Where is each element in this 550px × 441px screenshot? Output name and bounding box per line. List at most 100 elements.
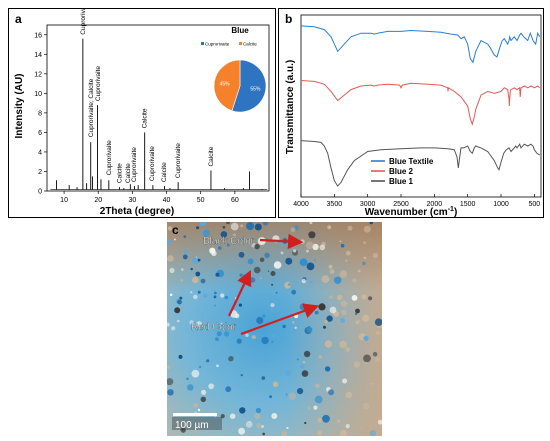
- pigment-particle: [225, 386, 232, 393]
- pigment-particle: [337, 419, 341, 423]
- pigment-particle: [216, 331, 222, 337]
- panel-b-ftir: b 4000 3500 3000 2500 2000 1500 1000 500 Blue T…: [278, 8, 544, 218]
- pigment-particle: [271, 333, 277, 339]
- pigment-particle: [301, 278, 306, 284]
- pigment-particle: [363, 225, 371, 233]
- pigment-particle: [193, 294, 198, 300]
- pigment-particle: [336, 294, 343, 301]
- panel-b-letter: b: [285, 12, 292, 26]
- pigment-particle: [372, 252, 378, 259]
- pigment-particle: [317, 430, 323, 436]
- pigment-particle: [288, 392, 296, 400]
- pigment-particle: [203, 293, 208, 298]
- xrd-y-tick-label: 14: [34, 52, 42, 59]
- pigment-particle: [279, 311, 282, 314]
- pigment-particle: [294, 326, 297, 329]
- pigment-particle: [285, 393, 288, 396]
- pigment-particle: [211, 250, 217, 257]
- pigment-particle: [288, 283, 291, 286]
- pigment-particle: [345, 347, 351, 352]
- pigment-particle: [290, 227, 296, 233]
- pigment-particle: [314, 310, 319, 315]
- pigment-particle: [248, 421, 251, 423]
- xrd-y-tick-label: 16: [34, 32, 42, 39]
- pigment-particle: [255, 407, 262, 414]
- pigment-particle: [341, 309, 347, 316]
- pigment-particle: [261, 355, 269, 363]
- pigment-particle: [270, 271, 276, 276]
- pigment-particle: [186, 377, 189, 381]
- xrd-y-axis-label: Intensity (AU): [14, 74, 25, 139]
- pigment-particle: [246, 222, 255, 231]
- xrd-y-tick-label: 4: [38, 149, 42, 156]
- pigment-particle: [291, 289, 297, 295]
- xrd-y-tick-label: 8: [38, 110, 42, 117]
- pigment-particle: [329, 306, 337, 314]
- pigment-particle: [363, 402, 370, 410]
- arrow-black-color: [259, 233, 304, 250]
- pigment-particle: [368, 296, 373, 301]
- pigment-particle: [329, 295, 333, 299]
- xrd-x-tick-label: 10: [60, 197, 68, 204]
- pigment-particle: [326, 315, 333, 322]
- pigment-particle: [272, 278, 276, 282]
- pigment-particle: [269, 395, 272, 399]
- ftir-x-tick-label: 3500: [327, 201, 343, 208]
- pigment-particle: [238, 251, 245, 258]
- pigment-particle: [220, 322, 223, 325]
- xrd-x-tick-label: 50: [197, 197, 205, 204]
- pigment-particle: [352, 278, 357, 283]
- xrd-peak-annotation: Calcite: [116, 163, 123, 183]
- pigment-particle: [177, 299, 182, 305]
- pigment-particle: [167, 389, 174, 396]
- pigment-particle: [183, 250, 188, 255]
- pigment-particle: [362, 314, 370, 322]
- xrd-axes: 10 20 30 40 50 60 0 2 4 6 8 10 12 14 16: [34, 24, 270, 204]
- pigment-particle: [180, 278, 184, 282]
- pie-slice: [213, 59, 241, 112]
- pigment-particle: [361, 294, 367, 300]
- pigment-particle: [267, 270, 270, 273]
- pigment-particle: [305, 249, 309, 253]
- pigment-particle: [183, 235, 187, 238]
- pigment-particle: [309, 221, 313, 225]
- pigment-particle: [353, 361, 360, 368]
- pigment-particle: [271, 340, 274, 344]
- scale-bar-label: 100 µm: [175, 420, 209, 431]
- ftir-chart: b 4000 3500 3000 2500 2000 1500 1000 500 Blue T…: [285, 12, 542, 218]
- xrd-x-tick-label: 20: [94, 197, 102, 204]
- pigment-particle: [340, 300, 348, 308]
- pigment-particle: [306, 262, 315, 271]
- pigment-particle: [323, 325, 326, 329]
- pigment-particle: [281, 431, 287, 437]
- pigment-particle: [240, 374, 243, 377]
- pigment-particle: [342, 378, 348, 384]
- pigment-particle: [363, 335, 369, 341]
- pigment-particle: [220, 231, 228, 238]
- pigment-particle: [269, 307, 275, 312]
- pigment-particle: [292, 321, 295, 324]
- xrd-peak-annotation: Cuprorivaite: [80, 9, 87, 35]
- pie-slice-label: 55%: [250, 86, 261, 92]
- pigment-particle: [300, 364, 305, 369]
- pigment-particle: [215, 337, 219, 341]
- pigment-particle: [277, 272, 280, 274]
- pigment-particle: [198, 365, 202, 369]
- pigment-particle: [271, 413, 278, 419]
- pigment-particle: [254, 413, 261, 420]
- xrd-x-tick-label: 40: [163, 197, 171, 204]
- pigment-particle: [375, 330, 380, 335]
- pigment-particle: [339, 340, 348, 349]
- pigment-particle: [179, 296, 183, 300]
- pigment-particle: [282, 324, 286, 329]
- pigment-particle: [261, 376, 266, 380]
- pigment-particle: [321, 275, 330, 283]
- pigment-particle: [220, 414, 225, 419]
- pigment-particle: [363, 256, 367, 260]
- pigment-particle: [318, 303, 326, 311]
- ftir-series-line: [300, 140, 540, 187]
- pigment-particle: [355, 308, 360, 314]
- pigment-particle: [377, 419, 383, 425]
- pigment-particle: [190, 291, 193, 294]
- pigment-particle: [236, 338, 242, 344]
